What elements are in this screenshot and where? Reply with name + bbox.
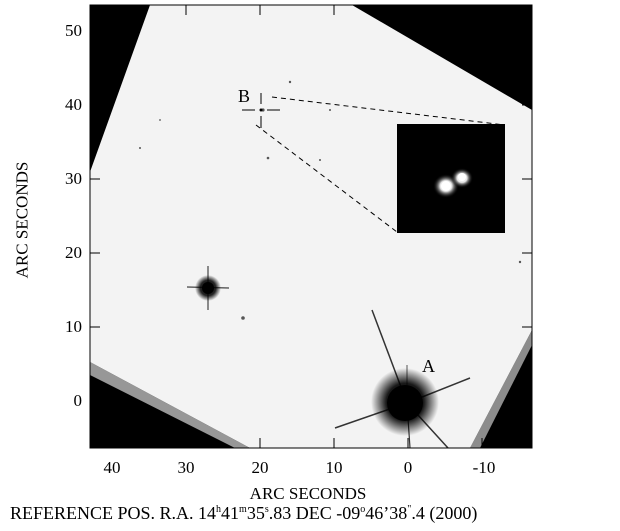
caption-dec-rest: 46’38 [365, 503, 407, 523]
y-tick-label: 0 [42, 392, 82, 409]
caption-ra-sec: 35 [247, 503, 265, 523]
x-tick-label: 40 [92, 459, 132, 476]
x-tick-label: -10 [464, 459, 504, 476]
reference-position-caption: REFERENCE POS. R.A. 14h41m35s.83 DEC -09… [10, 504, 477, 522]
y-axis-label: ARC SECONDS [14, 162, 31, 279]
inset-zoom-panel [397, 124, 505, 233]
label-a: A [422, 357, 435, 375]
caption-ra-min: 41 [221, 503, 239, 523]
y-tick-label: 50 [42, 22, 82, 39]
x-tick-label: 20 [240, 459, 280, 476]
y-tick-label: 40 [42, 96, 82, 113]
caption-dec-frac: .4 (2000) [411, 503, 477, 523]
caption-prefix: REFERENCE POS. R.A. 14 [10, 503, 216, 523]
x-tick-label: 10 [314, 459, 354, 476]
caption-ra-frac-dec: .83 DEC -09 [269, 503, 361, 523]
y-tick-label: 20 [42, 244, 82, 261]
x-tick-label: 30 [166, 459, 206, 476]
caption-m: m [239, 504, 247, 515]
label-b: B [238, 87, 250, 105]
y-tick-label: 10 [42, 318, 82, 335]
y-tick-label: 30 [42, 170, 82, 187]
x-tick-label: 0 [388, 459, 428, 476]
x-axis-label: ARC SECONDS [250, 485, 367, 502]
